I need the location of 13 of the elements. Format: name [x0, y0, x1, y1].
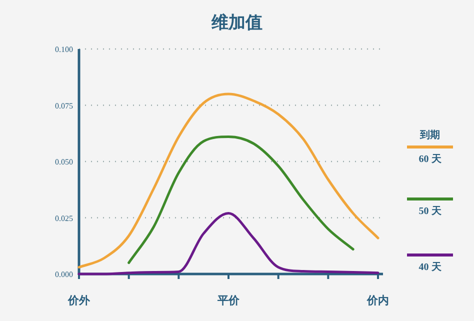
title: 维加值: [212, 13, 262, 32]
legend-label: 50 天: [418, 205, 442, 217]
x-tick-label: 价内: [366, 294, 389, 307]
y-tick-label: 0.100: [55, 45, 73, 54]
legend-label: 40 天: [418, 261, 442, 273]
y-tick-label: 0.075: [55, 101, 73, 110]
y-tick-label: 0.050: [55, 158, 73, 166]
x-tick-label: 平价: [216, 294, 240, 307]
y-tick-label: 0.025: [55, 214, 73, 223]
legend-label: 60 天: [418, 153, 442, 165]
x-tick-label: 价外: [67, 294, 91, 307]
y-tick-label: 0.000: [55, 270, 73, 279]
legend-title: 到期: [419, 129, 440, 141]
